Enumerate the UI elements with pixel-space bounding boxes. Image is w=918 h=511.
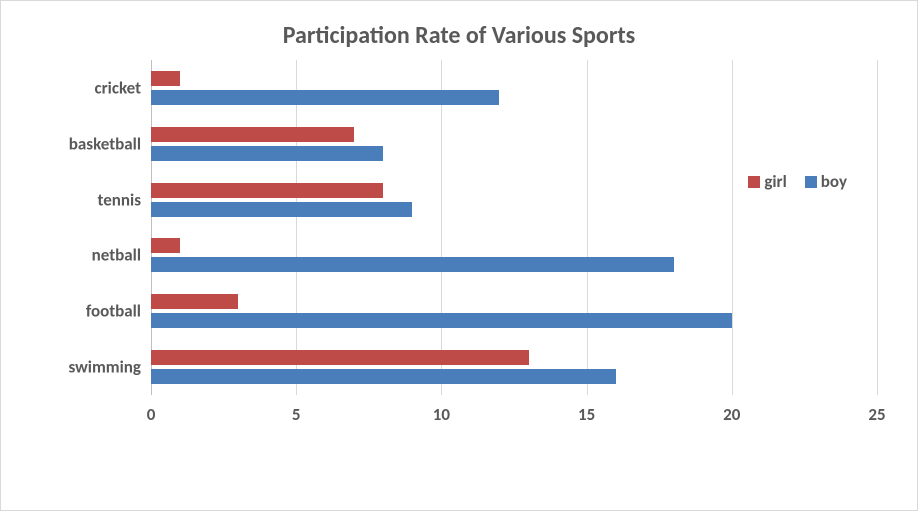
category-label: swimming (68, 357, 151, 378)
x-tick-label: 20 (723, 404, 740, 425)
plot-area: 0510152025cricketbasketballtennisnetball… (151, 60, 877, 430)
category-group: swimming (151, 339, 877, 395)
bar-boy (151, 146, 383, 161)
legend-swatch (805, 176, 817, 188)
x-tick-label: 5 (292, 404, 301, 425)
legend-item-girl: girl (748, 171, 786, 192)
category-group: basketball (151, 116, 877, 172)
category-label: basketball (69, 133, 151, 154)
category-group: football (151, 283, 877, 339)
bar-girl (151, 183, 383, 198)
legend-label: boy (821, 171, 847, 192)
x-tick-label: 25 (868, 404, 885, 425)
category-label: football (86, 301, 151, 322)
bar-boy (151, 257, 674, 272)
bar-girl (151, 127, 354, 142)
legend-label: girl (764, 171, 786, 192)
category-group: netball (151, 228, 877, 284)
bar-girl (151, 238, 180, 253)
bar-boy (151, 313, 732, 328)
bar-boy (151, 369, 616, 384)
x-tick-label: 0 (147, 404, 156, 425)
bar-boy (151, 202, 412, 217)
category-label: cricket (95, 77, 151, 98)
chart-container: Participation Rate of Various Sports 0 5 1… (0, 0, 918, 511)
bar-boy (151, 90, 499, 105)
bar-girl (151, 294, 238, 309)
legend-item-boy: boy (805, 171, 847, 192)
legend: girl boy (748, 171, 847, 192)
category-label: netball (92, 245, 151, 266)
chart-title: Participation Rate of Various Sports (21, 21, 897, 50)
grid-line (877, 60, 878, 395)
bar-girl (151, 71, 180, 86)
x-tick-label: 10 (433, 404, 450, 425)
x-tick-label: 15 (578, 404, 595, 425)
category-label: tennis (98, 189, 151, 210)
legend-swatch (748, 176, 760, 188)
category-group: cricket (151, 60, 877, 116)
bar-girl (151, 350, 529, 365)
